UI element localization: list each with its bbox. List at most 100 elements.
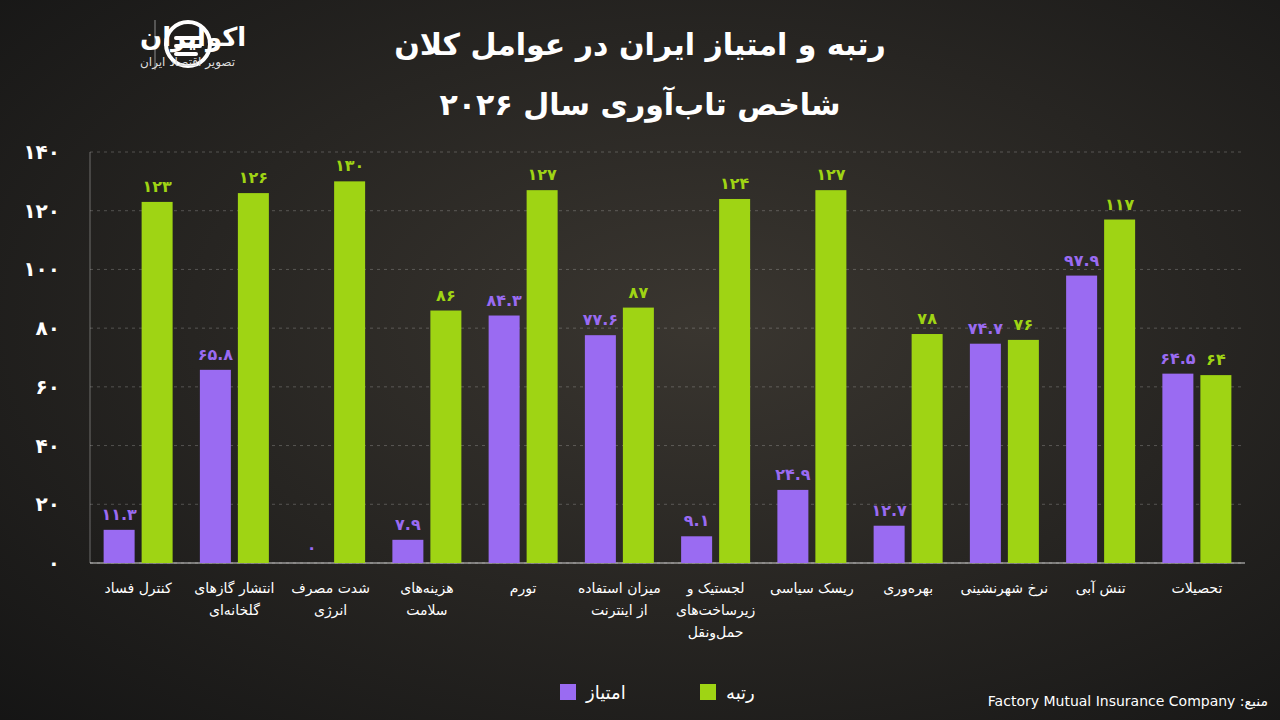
data-label: ۶۴.۵ bbox=[1160, 349, 1196, 368]
x-tick-label: ریسک سیاسی bbox=[770, 580, 854, 597]
data-label: ۱۲۷ bbox=[527, 165, 557, 184]
data-label: ۱۱۷ bbox=[1105, 195, 1135, 214]
x-tick-label: کنترل فساد bbox=[105, 580, 172, 597]
bars bbox=[104, 181, 1232, 563]
data-label: ۸۴.۳ bbox=[486, 291, 522, 310]
x-tick-line: انرژی bbox=[314, 602, 347, 619]
y-tick-label: ۶۰ bbox=[36, 375, 60, 399]
x-tick-line: زیرساخت‌های bbox=[676, 602, 755, 619]
legend-label: امتیاز bbox=[585, 682, 626, 703]
title: رتبه و امتیاز ایران در عوامل کلان bbox=[394, 27, 886, 63]
bar bbox=[334, 181, 365, 563]
data-label: ۲۴.۹ bbox=[775, 465, 811, 484]
x-tick-line: تنش آبی bbox=[1076, 580, 1126, 597]
data-label: ۹۷.۹ bbox=[1064, 251, 1100, 270]
bar bbox=[912, 334, 943, 563]
x-tick-line: تورم bbox=[510, 580, 537, 597]
x-tick-label: تورم bbox=[510, 580, 537, 597]
data-label: ۷۴.۷ bbox=[968, 319, 1004, 338]
x-tick-line: ریسک سیاسی bbox=[770, 580, 854, 597]
y-tick-label: ۱۴۰ bbox=[23, 140, 60, 164]
data-label: ۶۵.۸ bbox=[198, 345, 234, 364]
x-tick-line: هزینه‌های bbox=[400, 580, 453, 597]
data-label: ۷۸ bbox=[917, 309, 937, 328]
x-tick-label: نرخ شهرنشینی bbox=[961, 580, 1049, 597]
x-tick-line: نرخ شهرنشینی bbox=[961, 580, 1049, 597]
y-tick-label: ۴۰ bbox=[36, 434, 60, 458]
bar bbox=[527, 190, 558, 563]
data-label: ۱۲۴ bbox=[720, 174, 750, 193]
x-tick-label: انتشار گازهای گلخانه‌ای bbox=[194, 580, 274, 618]
x-tick-line: انتشار گازهای bbox=[194, 580, 274, 597]
brand-name: اکوایران bbox=[140, 22, 246, 53]
x-tick-line: از اینترنت bbox=[591, 602, 648, 619]
subtitle: شاخص تاب‌آوری سال ۲۰۲۶ bbox=[439, 86, 840, 123]
x-tick-label: میزان استفاده از اینترنت bbox=[578, 580, 661, 619]
bar bbox=[874, 526, 905, 563]
x-tick-label: بهره‌وری bbox=[883, 580, 933, 597]
data-label: ۷۷.۶ bbox=[583, 310, 618, 329]
x-tick-label: تحصیلات bbox=[1171, 580, 1222, 596]
legend-label: رتبه bbox=[726, 682, 755, 703]
data-label: ۱۲۶ bbox=[239, 168, 268, 187]
bar bbox=[142, 202, 173, 563]
y-tick-label: ۸۰ bbox=[36, 316, 60, 340]
bar bbox=[1162, 374, 1193, 563]
x-tick-label: شدت مصرف انرژی bbox=[291, 580, 370, 619]
y-tick-label: ۱۰۰ bbox=[23, 257, 60, 281]
y-axis-line bbox=[90, 152, 91, 563]
bar bbox=[585, 335, 616, 563]
data-label: ۶۴ bbox=[1206, 350, 1226, 369]
x-tick-line: سلامت bbox=[406, 602, 447, 618]
data-label: ۷۶ bbox=[1014, 315, 1034, 334]
x-tick-line: تحصیلات bbox=[1171, 580, 1222, 596]
source: منبع: Factory Mutual Insurance Company bbox=[988, 693, 1268, 710]
chart-root: اکوایران تصویر اقتصاد ایران رتبه و امتیاز … bbox=[0, 0, 1280, 720]
data-label: ۸۷ bbox=[629, 283, 649, 302]
bar bbox=[719, 199, 750, 563]
data-label: ۷.۹ bbox=[395, 515, 421, 534]
legend-swatch bbox=[560, 684, 576, 700]
data-label: ۱۳۰ bbox=[335, 156, 364, 175]
bar bbox=[1008, 340, 1039, 563]
bar bbox=[1200, 375, 1231, 563]
data-label: ۱۲۷ bbox=[816, 165, 846, 184]
data-label: ۰ bbox=[307, 538, 317, 557]
x-tick-label: تنش آبی bbox=[1076, 580, 1126, 597]
y-tick-label: ۱۲۰ bbox=[23, 199, 60, 223]
data-label: ۱۲۳ bbox=[142, 177, 172, 196]
data-label: ۱۱.۳ bbox=[101, 505, 137, 524]
bar bbox=[200, 370, 231, 563]
bar bbox=[681, 536, 712, 563]
bar bbox=[392, 540, 423, 563]
background bbox=[0, 0, 1280, 720]
data-label: ۸۶ bbox=[436, 286, 456, 305]
bar bbox=[296, 563, 327, 564]
data-label: ۱۲.۷ bbox=[871, 501, 907, 520]
bar bbox=[777, 490, 808, 563]
legend-swatch bbox=[700, 684, 716, 700]
brand-tagline: تصویر اقتصاد ایران bbox=[140, 55, 235, 70]
bar bbox=[1066, 276, 1097, 563]
bar bbox=[815, 190, 846, 563]
x-tick-line: شدت مصرف bbox=[291, 580, 370, 597]
bar bbox=[623, 308, 654, 563]
bar bbox=[489, 316, 520, 563]
x-tick-line: کنترل فساد bbox=[105, 580, 172, 597]
x-tick-label: لجستیک و زیرساخت‌های حمل‌ونقل bbox=[676, 580, 755, 641]
x-tick-line: بهره‌وری bbox=[883, 580, 933, 597]
bar bbox=[970, 344, 1001, 563]
bar bbox=[104, 530, 135, 563]
data-label: ۹.۱ bbox=[684, 511, 710, 530]
x-tick-line: گلخانه‌ای bbox=[209, 602, 260, 618]
x-tick-line: حمل‌ونقل bbox=[688, 624, 744, 641]
x-tick-line: لجستیک و bbox=[686, 580, 745, 597]
bar bbox=[1104, 220, 1135, 563]
x-tick-label: هزینه‌های سلامت bbox=[400, 580, 453, 618]
bar bbox=[430, 311, 461, 563]
bar bbox=[238, 193, 269, 563]
y-tick-label: ۲۰ bbox=[36, 492, 60, 516]
y-tick-label: ۰ bbox=[48, 551, 60, 575]
data-labels: ۱۱.۳ ۶۵.۸ ۰ ۷.۹ ۸۴.۳ ۷۷.۶ ۹.۱ ۲۴.۹ ۱۲.۷ ۷۴.۷ ۹۷.۹ ۶… bbox=[101, 156, 1225, 557]
x-tick-line: میزان استفاده bbox=[578, 580, 661, 597]
